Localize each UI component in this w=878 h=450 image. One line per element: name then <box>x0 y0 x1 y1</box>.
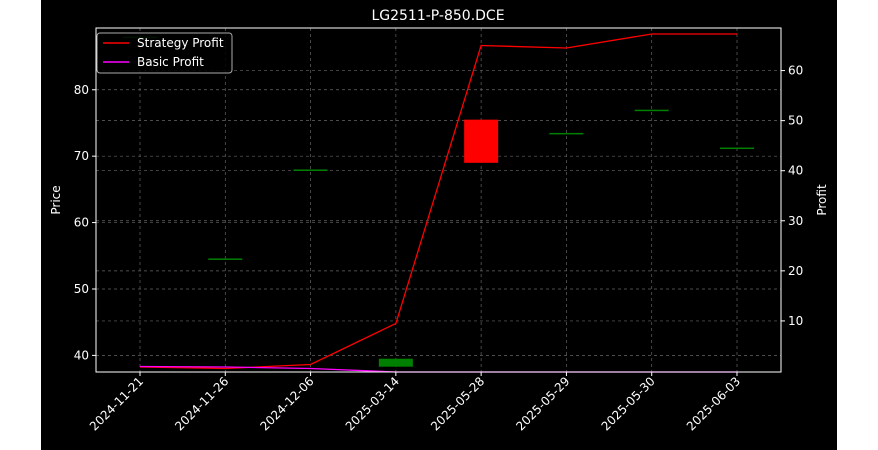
right-tick-label: 20 <box>788 264 803 278</box>
legend-label-strategy: Strategy Profit <box>137 36 224 50</box>
left-tick-label: 80 <box>74 83 89 97</box>
grid-lines <box>96 28 781 372</box>
legend: Strategy Profit Basic Profit <box>96 32 233 74</box>
right-tick-label: 30 <box>788 214 803 228</box>
right-tick-label: 60 <box>788 64 803 78</box>
candle-body <box>720 147 754 150</box>
right-axis-label: Profit <box>815 184 829 216</box>
left-tick-label: 70 <box>74 149 89 163</box>
right-tick-label: 40 <box>788 164 803 178</box>
chart-title: LG2511-P-850.DCE <box>371 8 504 24</box>
legend-label-basic: Basic Profit <box>137 55 204 69</box>
candles <box>123 36 754 367</box>
right-tick-label: 10 <box>788 314 803 328</box>
right-axis: 10 20 30 40 50 60 <box>781 64 803 328</box>
left-tick-label: 40 <box>74 348 89 362</box>
candle-body <box>378 358 413 367</box>
legend-box <box>96 32 233 74</box>
candle-body <box>549 132 584 135</box>
candle-body <box>293 169 328 171</box>
left-axis-label: Price <box>49 185 63 214</box>
right-tick-label: 50 <box>788 114 803 128</box>
left-axis: 40 50 60 70 80 <box>74 83 96 362</box>
candle-body <box>464 119 499 163</box>
candle-body <box>208 258 243 260</box>
plot-frame <box>95 27 782 373</box>
left-tick-label: 60 <box>74 216 89 230</box>
chart-background <box>41 0 837 450</box>
candle-body <box>634 109 669 112</box>
left-tick-label: 50 <box>74 282 89 296</box>
